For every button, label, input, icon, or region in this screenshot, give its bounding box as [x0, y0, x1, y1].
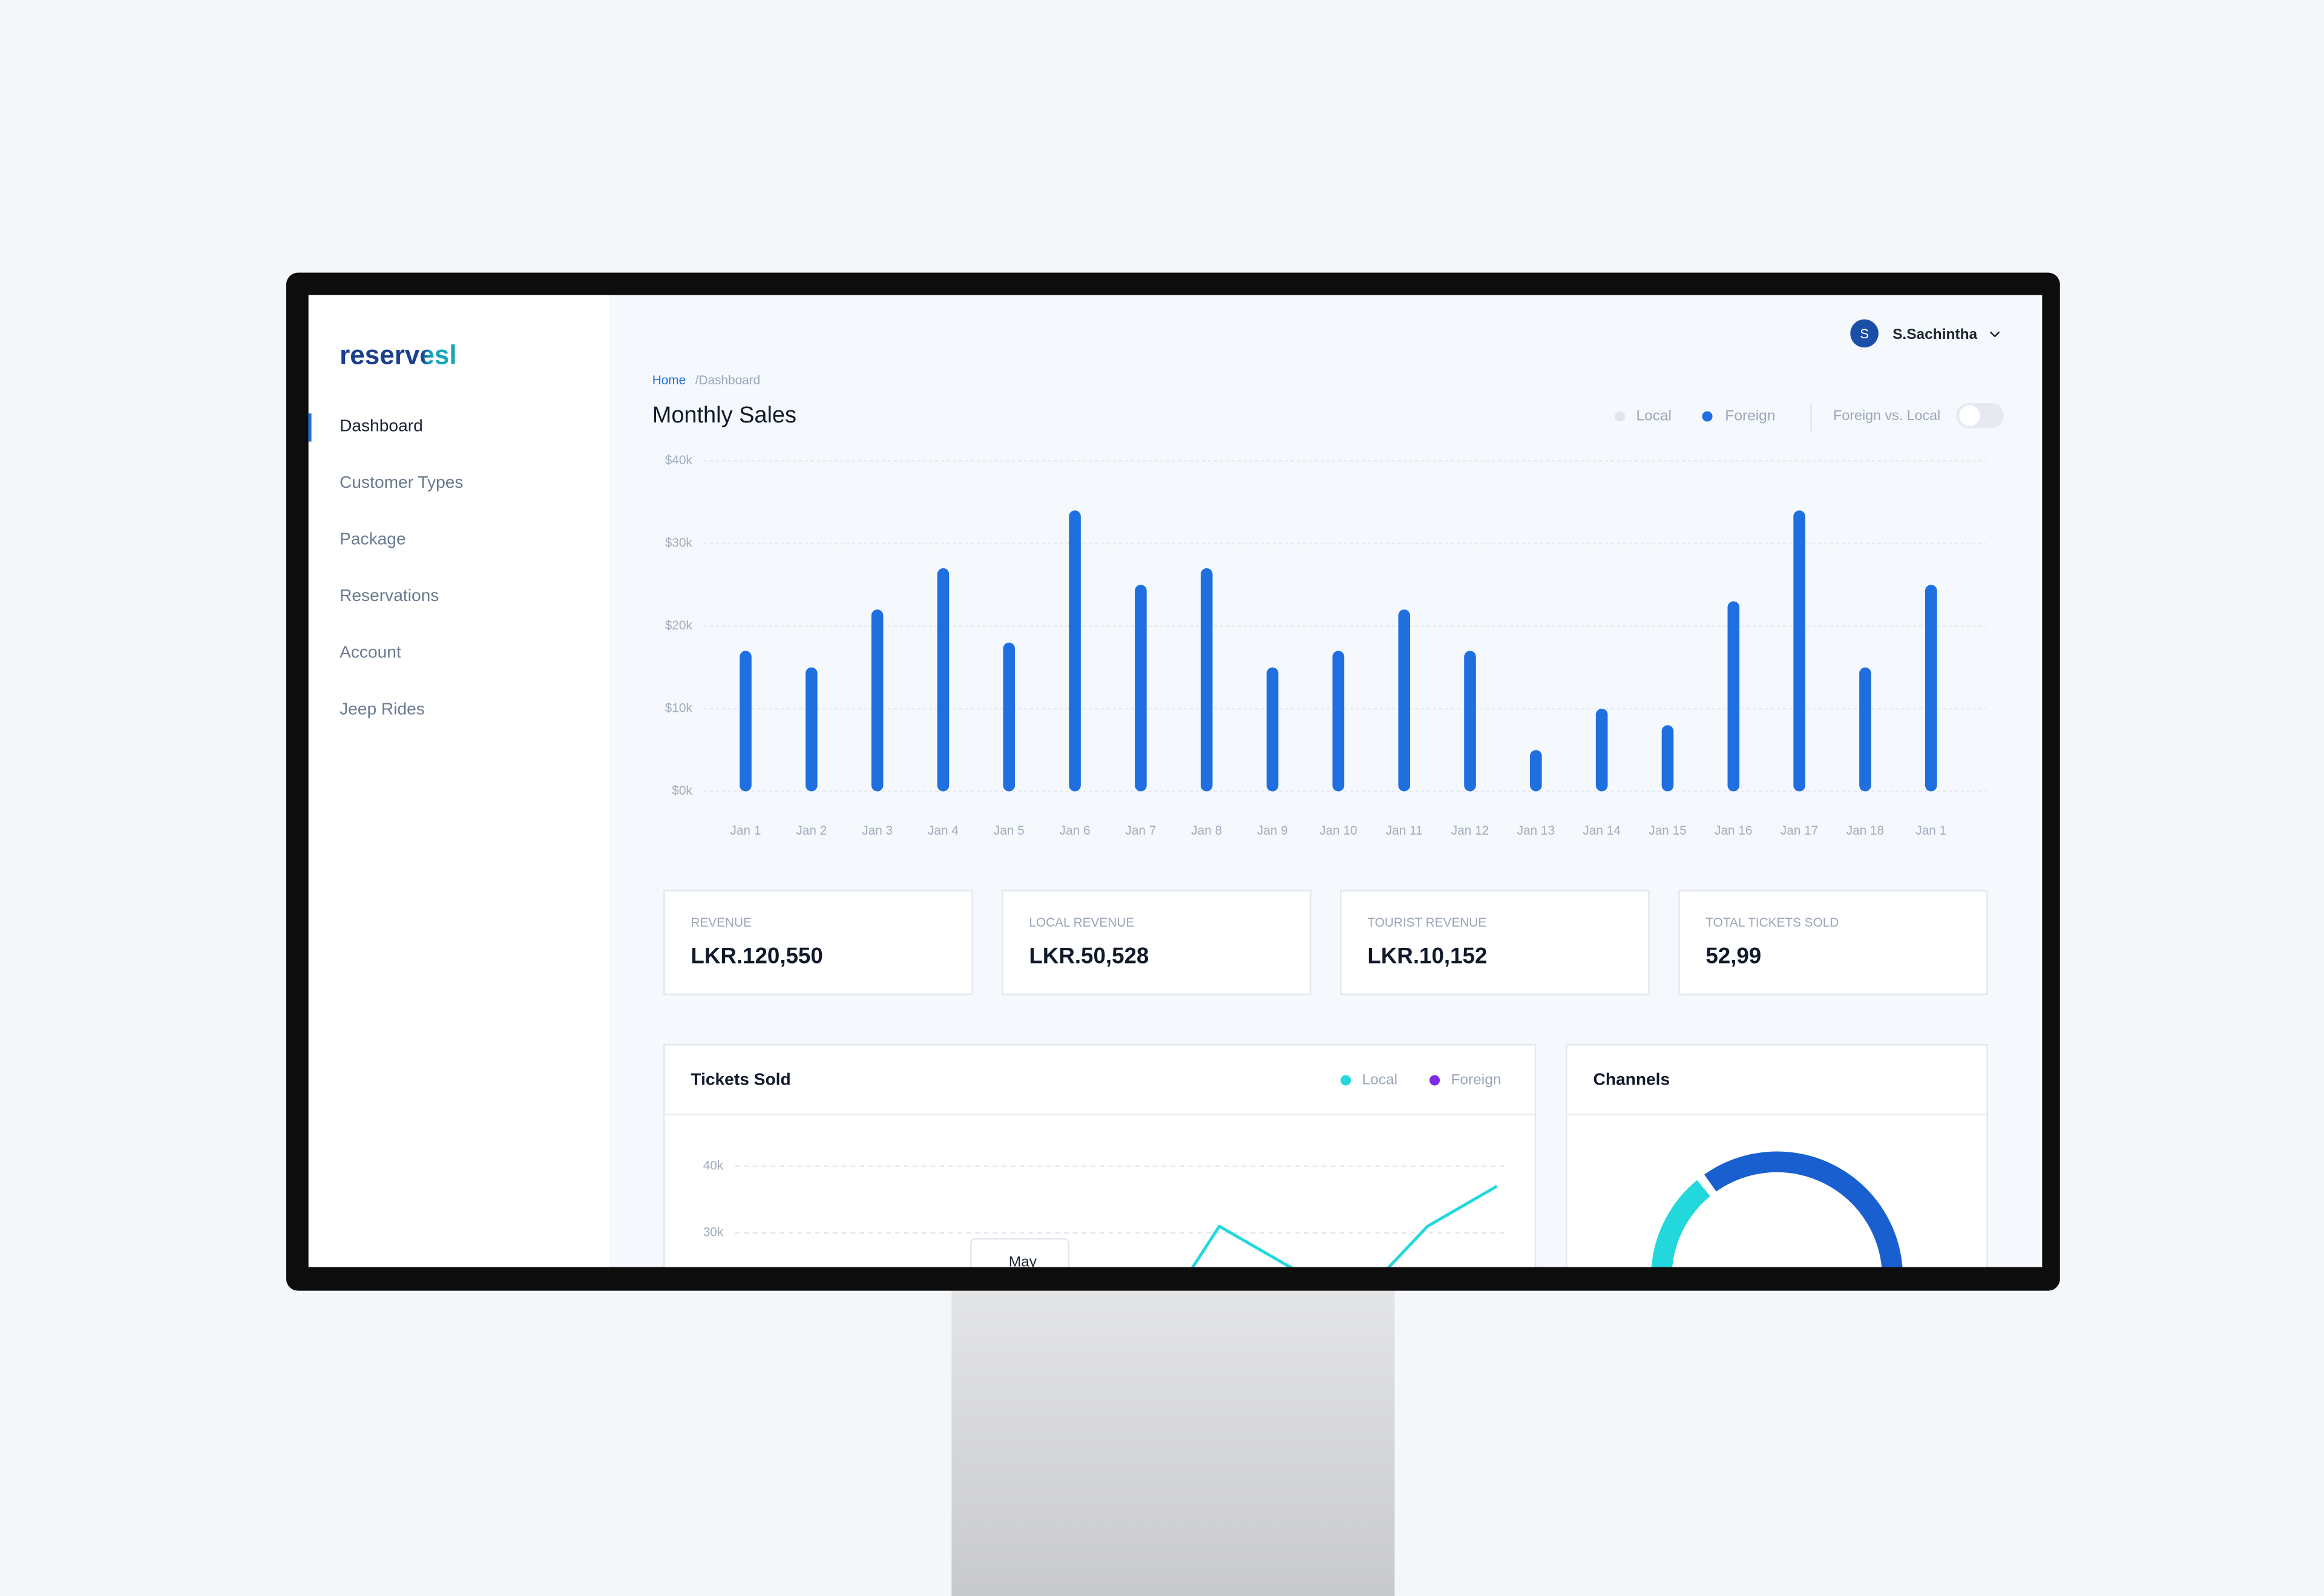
- bar: [1859, 667, 1871, 792]
- bar: [740, 651, 752, 792]
- user-name[interactable]: S.Sachintha: [1892, 326, 1977, 343]
- x-tick-label: Jan 17: [1781, 824, 1818, 838]
- tooltip-label: May: [1009, 1254, 1037, 1270]
- x-tick-label: Jan 7: [1125, 824, 1156, 838]
- nav-active-indicator: [308, 413, 312, 442]
- stat-label: TOURIST REVENUE: [1367, 916, 1486, 930]
- nav-item[interactable]: Package: [340, 530, 406, 548]
- x-tick-label: Jan 11: [1386, 824, 1423, 838]
- stat-value: LKR.10,152: [1367, 943, 1487, 968]
- bar: [1003, 642, 1016, 792]
- legend-label[interactable]: Local: [1362, 1071, 1398, 1088]
- bar: [1464, 651, 1476, 792]
- x-tick-label: Jan 12: [1451, 824, 1489, 838]
- stat-card: [1002, 890, 1311, 996]
- bar: [1332, 651, 1345, 792]
- breadcrumb-home[interactable]: Home: [652, 373, 686, 387]
- panel-title: Channels: [1594, 1069, 1670, 1088]
- legend-dot: [1615, 411, 1626, 422]
- bar: [1200, 568, 1213, 792]
- tickets-panel: [663, 1043, 1537, 1267]
- stat-value: 52,99: [1705, 943, 1761, 968]
- toggle-knob: [1959, 405, 1980, 426]
- bar: [1661, 725, 1674, 792]
- x-tick-label: Jan 13: [1517, 824, 1555, 838]
- legend-dot: [1341, 1075, 1351, 1086]
- line-series: [1191, 1184, 1498, 1267]
- bar: [1793, 510, 1805, 792]
- toggle-label: Foreign vs. Local: [1833, 407, 1940, 423]
- stat-label: TOTAL TICKETS SOLD: [1705, 916, 1839, 930]
- x-tick-label: Jan 4: [928, 824, 959, 838]
- x-tick-label: Jan 16: [1715, 824, 1752, 838]
- y-tick-label: $10k: [665, 701, 693, 715]
- bar: [1595, 708, 1608, 792]
- x-tick-label: Jan 5: [994, 824, 1025, 838]
- nav-item[interactable]: Dashboard: [340, 416, 423, 435]
- bar: [1727, 601, 1740, 792]
- stat-label: LOCAL REVENUE: [1029, 916, 1134, 930]
- x-tick-label: Jan 1: [730, 824, 761, 838]
- sidebar: [308, 295, 609, 1267]
- x-tick-label: Jan 8: [1191, 824, 1222, 838]
- x-tick-label: Jan 9: [1257, 824, 1288, 838]
- x-tick-label: Jan 2: [796, 824, 827, 838]
- brand: reservesl: [340, 341, 457, 370]
- x-tick-label: Jan 10: [1319, 824, 1357, 838]
- legend-label[interactable]: Local: [1636, 407, 1672, 424]
- bar: [871, 609, 884, 792]
- nav-item[interactable]: Customer Types: [340, 473, 463, 491]
- y-tick-label: $0k: [672, 784, 692, 798]
- screen: reservesl S S.Sachintha Home /Dashboard …: [308, 295, 2043, 1270]
- y-tick-label: $30k: [665, 536, 693, 550]
- stat-card: [1678, 890, 1988, 996]
- legend-dot: [1429, 1075, 1440, 1086]
- x-tick-label: Jan 3: [862, 824, 893, 838]
- bar: [806, 667, 818, 792]
- panel-title: Tickets Sold: [691, 1069, 790, 1088]
- nav-item[interactable]: Account: [340, 643, 401, 662]
- legend-label[interactable]: Foreign: [1725, 407, 1775, 424]
- nav-item[interactable]: Jeep Rides: [340, 699, 425, 718]
- bar: [1069, 510, 1081, 792]
- x-tick-label: Jan 6: [1060, 824, 1091, 838]
- tooltip: [970, 1238, 1069, 1267]
- avatar-initial: S: [1860, 326, 1869, 341]
- bar: [1398, 609, 1410, 792]
- bar: [1266, 667, 1279, 792]
- donut-segment: [1704, 1151, 1903, 1267]
- bar: [1925, 585, 1937, 792]
- stat-value: LKR.50,528: [1029, 943, 1149, 968]
- nav-item[interactable]: Reservations: [340, 586, 439, 605]
- y-tick-label: 30k: [703, 1226, 724, 1240]
- legend-label[interactable]: Foreign: [1451, 1071, 1501, 1088]
- legend-dot: [1702, 411, 1713, 422]
- stat-label: REVENUE: [691, 916, 752, 930]
- bar: [1530, 750, 1542, 792]
- stat-value: LKR.120,550: [691, 943, 822, 968]
- stat-card: [1340, 890, 1650, 996]
- x-tick-label: Jan 1: [1915, 824, 1946, 838]
- stat-card: [663, 890, 973, 996]
- y-tick-label: $20k: [665, 619, 693, 632]
- y-tick-label: 40k: [703, 1158, 724, 1172]
- x-tick-label: Jan 18: [1846, 824, 1884, 838]
- breadcrumb-current: /Dashboard: [695, 373, 761, 387]
- user-chevron[interactable]: [1989, 331, 2000, 338]
- donut-segment: [1651, 1180, 1711, 1267]
- avatar[interactable]: [1850, 319, 1879, 348]
- x-tick-label: Jan 14: [1583, 824, 1620, 838]
- bar: [937, 568, 950, 792]
- monitor-stand: [951, 1286, 1395, 1596]
- y-tick-label: $40k: [665, 453, 693, 467]
- x-tick-label: Jan 15: [1649, 824, 1686, 838]
- chart-title: Monthly Sales: [652, 402, 796, 428]
- bar: [1135, 585, 1147, 792]
